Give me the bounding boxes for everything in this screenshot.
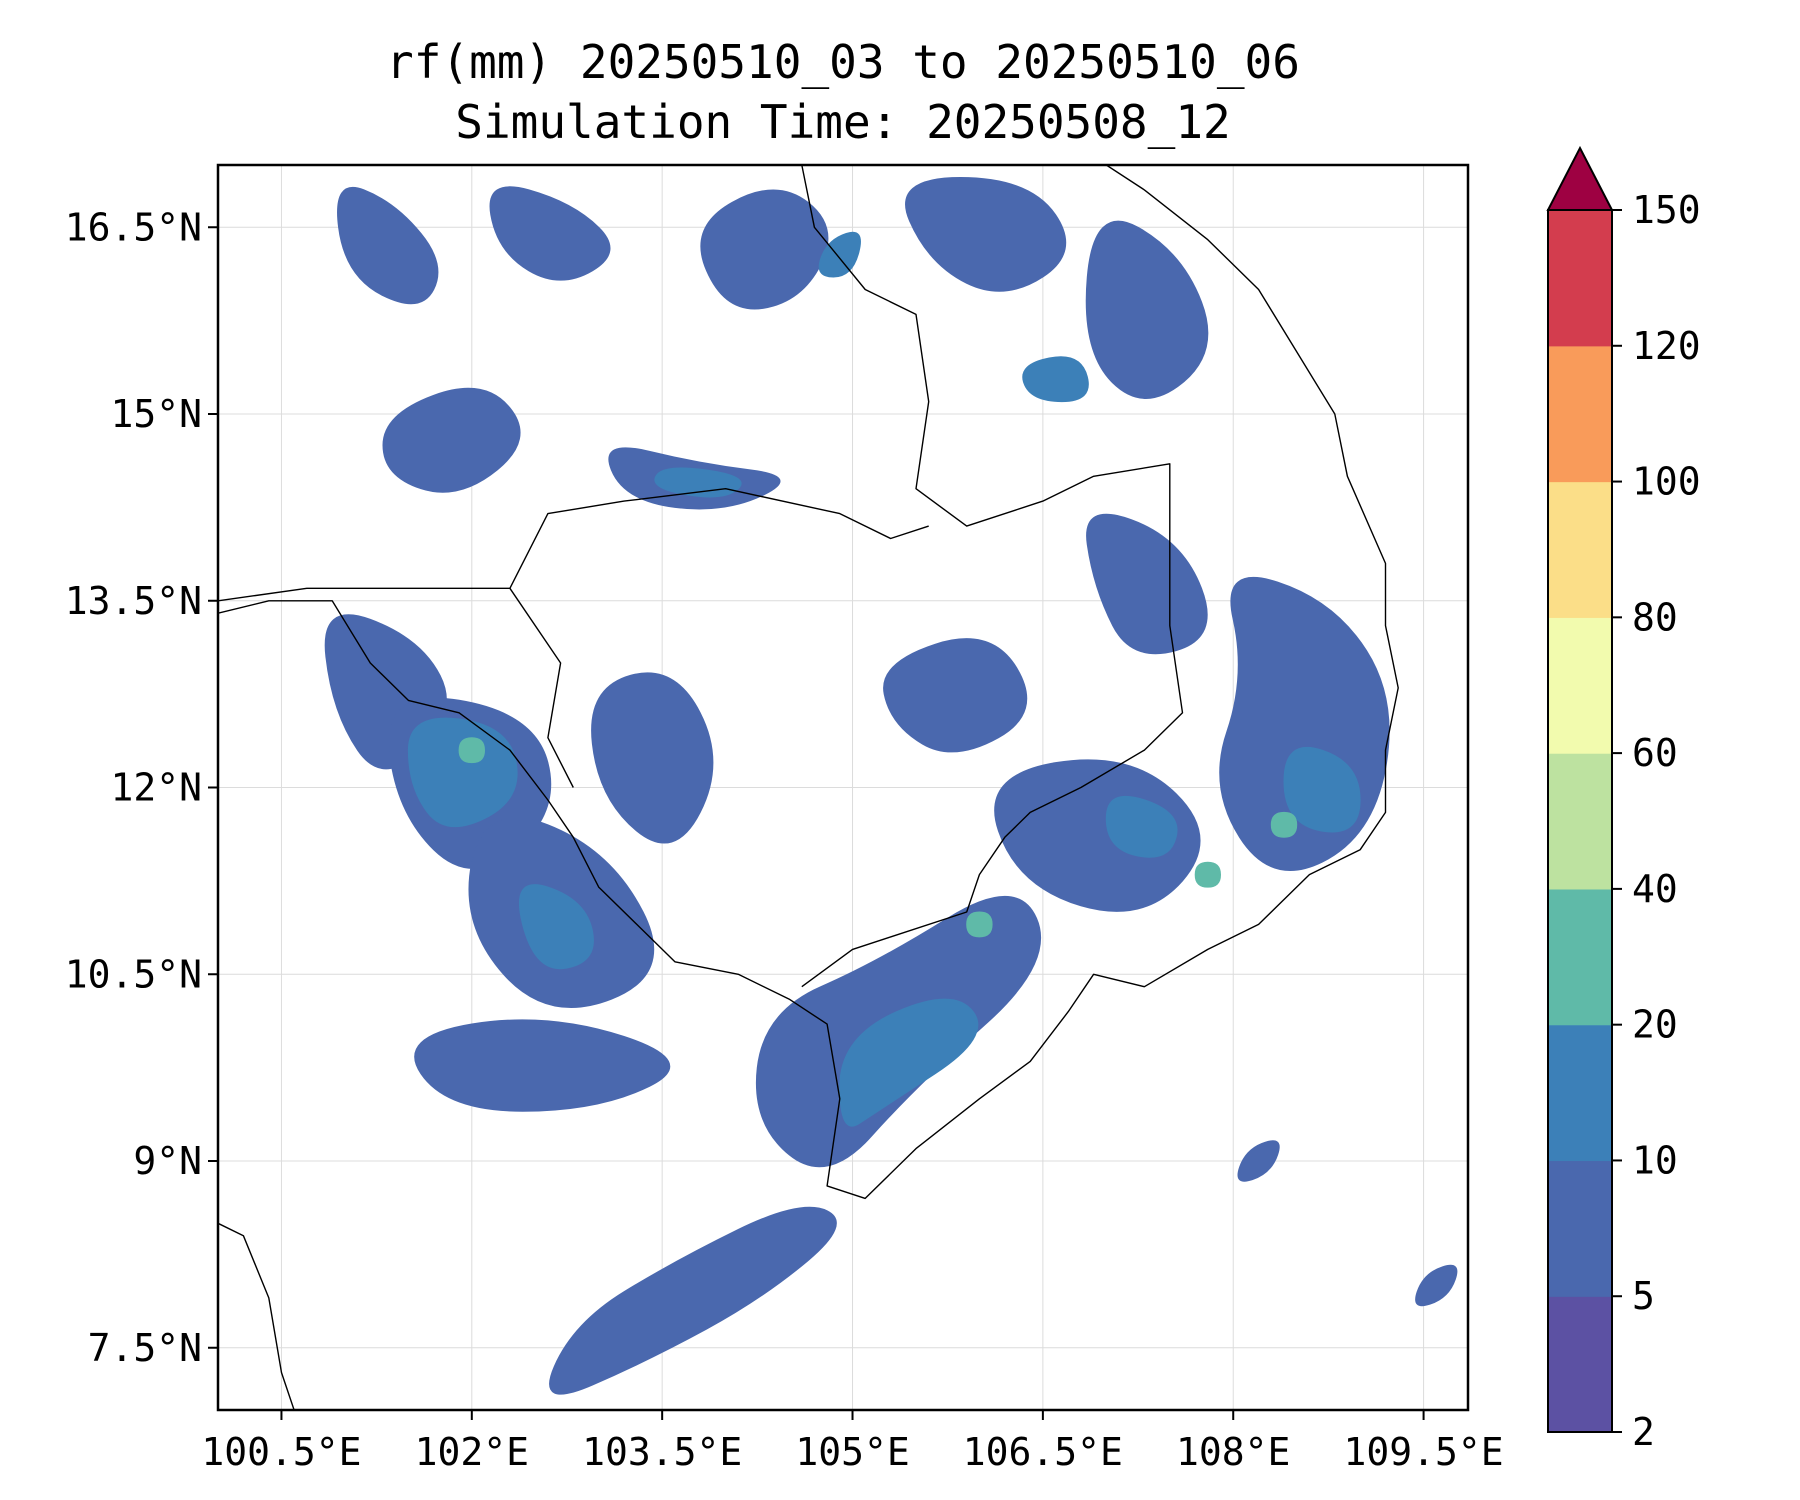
colorbar-segment bbox=[1548, 1160, 1612, 1297]
lon-tick-label: 102°E bbox=[415, 1430, 529, 1474]
lat-tick-label: 7.5°N bbox=[88, 1326, 202, 1370]
country-border bbox=[218, 488, 929, 602]
rain-contour-level-2 bbox=[1283, 746, 1361, 833]
colorbar-frame bbox=[1547, 209, 1613, 1433]
colorbar-segment bbox=[1548, 1296, 1612, 1433]
colorbar-tick-label: 2 bbox=[1632, 1410, 1655, 1454]
rain-contour-level-1 bbox=[1085, 220, 1209, 399]
rain-contour-level-1 bbox=[382, 387, 521, 493]
coastline bbox=[218, 1222, 295, 1410]
rain-contour-level-1 bbox=[1415, 1264, 1458, 1307]
rain-contour-level-1 bbox=[700, 189, 829, 310]
rain-contour-level-2 bbox=[518, 884, 594, 970]
rain-contour-level-2 bbox=[818, 231, 861, 278]
country-border bbox=[509, 587, 574, 788]
plot-title-line-2: Simulation Time: 20250508_12 bbox=[455, 95, 1231, 149]
rain-contour-level-1 bbox=[414, 1019, 671, 1112]
lon-tick-label: 106.5°E bbox=[963, 1430, 1123, 1474]
colorbar-tick-label: 10 bbox=[1632, 1138, 1678, 1182]
colorbar-segment bbox=[1548, 481, 1612, 618]
rain-contour-level-2 bbox=[407, 717, 518, 828]
rain-contour-level-1 bbox=[1086, 513, 1208, 655]
colorbar-tick-label: 40 bbox=[1632, 867, 1678, 911]
lon-tick-label: 109.5°E bbox=[1344, 1430, 1504, 1474]
rain-contour-level-1 bbox=[883, 638, 1028, 753]
lat-tick-label: 16.5°N bbox=[65, 205, 202, 249]
colorbar-tick-label: 5 bbox=[1632, 1274, 1655, 1318]
coastline bbox=[218, 165, 1399, 1200]
rain-contour-level-2 bbox=[1022, 356, 1089, 403]
colorbar-tick-label: 100 bbox=[1632, 460, 1701, 504]
rain-contour-level-2 bbox=[1105, 795, 1178, 858]
rain-contour-level-3 bbox=[966, 911, 993, 938]
colorbar-tick-label: 20 bbox=[1632, 1003, 1678, 1047]
coastlines-borders bbox=[218, 165, 1399, 1410]
lat-tick-label: 13.5°N bbox=[65, 579, 202, 623]
colorbar-segment bbox=[1548, 210, 1612, 347]
lon-tick-label: 100.5°E bbox=[201, 1430, 361, 1474]
colorbar-segment bbox=[1548, 617, 1612, 754]
map-axes: 100.5°E 102°E 103.5°E 105°E 106.5°E 108°E 109.… bbox=[65, 205, 1504, 1474]
colorbar-segment bbox=[1548, 345, 1612, 483]
rain-contour-level-2 bbox=[839, 998, 979, 1127]
colorbar-tick-label: 120 bbox=[1632, 324, 1701, 368]
rain-contour-level-3 bbox=[1270, 811, 1298, 838]
rain-contour-level-1 bbox=[549, 1206, 837, 1395]
colorbar-segment bbox=[1548, 1024, 1612, 1162]
rain-contour-level-1 bbox=[591, 672, 714, 844]
lon-tick-label: 103.5°E bbox=[582, 1430, 742, 1474]
lat-tick-label: 9°N bbox=[133, 1139, 202, 1183]
country-border bbox=[801, 165, 1184, 988]
colorbar-segment bbox=[1548, 753, 1612, 890]
plot-title-line-1: rf(mm) 20250510_03 to 20250510_06 bbox=[386, 35, 1300, 89]
colorbar-tick-label: 150 bbox=[1632, 188, 1701, 232]
rain-contour-level-1 bbox=[489, 186, 611, 281]
rainfall-contours bbox=[324, 176, 1458, 1395]
rain-contour-level-1 bbox=[905, 176, 1067, 292]
rain-contour-level-1 bbox=[337, 186, 439, 305]
lon-tick-label: 105°E bbox=[795, 1430, 909, 1474]
colorbar-extend-arrow bbox=[1546, 145, 1614, 211]
colorbar-tick-label: 60 bbox=[1632, 731, 1678, 775]
rain-contour-level-3 bbox=[458, 737, 486, 764]
map-plot-area bbox=[218, 165, 1468, 1410]
lat-tick-label: 10.5°N bbox=[65, 952, 202, 996]
rain-contour-level-1 bbox=[994, 759, 1201, 912]
rain-contour-level-3 bbox=[1194, 861, 1222, 888]
colorbar-tick-label: 80 bbox=[1632, 595, 1678, 639]
lat-tick-label: 12°N bbox=[110, 766, 202, 810]
colorbar-segment bbox=[1548, 888, 1612, 1026]
lon-tick-label: 108°E bbox=[1176, 1430, 1290, 1474]
rain-contour-level-1 bbox=[1237, 1140, 1280, 1182]
lat-tick-label: 15°N bbox=[110, 392, 202, 436]
colorbar: 2 5 10 20 40 60 80 100 120 150 bbox=[1546, 145, 1701, 1454]
